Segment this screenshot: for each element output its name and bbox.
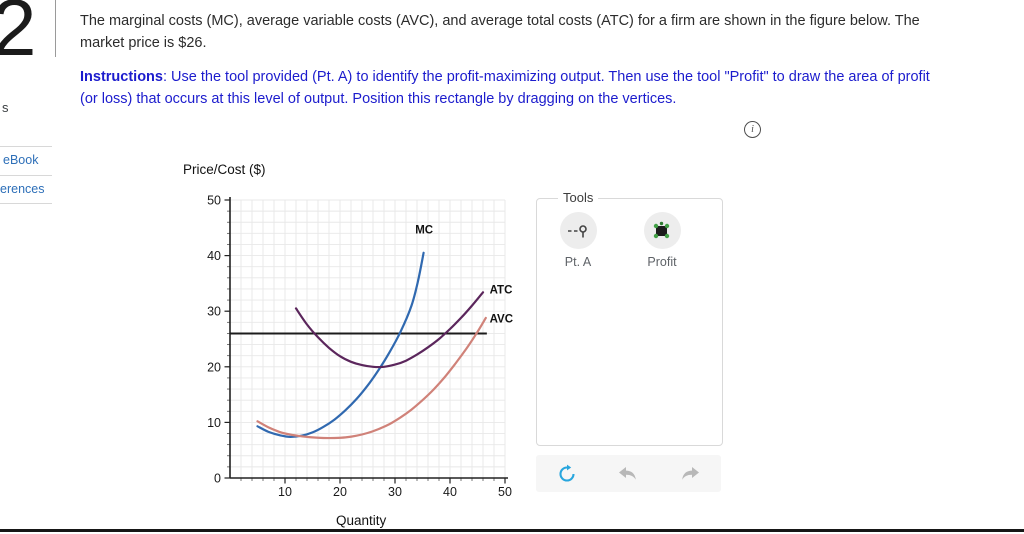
instructions-line-1: Instructions: Use the tool provided (Pt.…	[80, 69, 930, 85]
tool-point-a[interactable]: Pt. A	[551, 212, 605, 269]
svg-text:50: 50	[207, 194, 221, 208]
sidebar-item-references[interactable]: erences	[0, 182, 45, 196]
svg-text:AVC: AVC	[490, 313, 513, 325]
sidebar-divider	[0, 203, 52, 204]
tools-panel: Tools Pt. A Profit	[536, 190, 723, 446]
svg-text:ATC: ATC	[490, 284, 513, 296]
redo-button[interactable]	[675, 461, 705, 487]
graph-canvas[interactable]: 10 20 30 40 50 0 10 20 30 40 50 MC ATC AVC	[165, 150, 525, 530]
question-text-line-2: market price is $26.	[80, 34, 207, 51]
question-text: The marginal costs (MC), average variabl…	[80, 11, 1020, 54]
info-icon[interactable]: i	[744, 121, 761, 138]
svg-text:10: 10	[207, 416, 221, 430]
question-number-divider	[55, 0, 56, 57]
instructions-line-2: (or loss) that occurs at this level of o…	[80, 90, 677, 107]
undo-icon	[619, 467, 637, 480]
profit-rect-tool-icon[interactable]	[643, 212, 681, 249]
undo-button[interactable]	[613, 461, 643, 487]
instructions-text: Instructions: Use the tool provided (Pt.…	[80, 67, 1020, 110]
redo-icon	[682, 467, 700, 480]
sidebar-divider	[0, 175, 52, 176]
y-axis-title: Price/Cost ($)	[183, 162, 266, 177]
svg-text:0: 0	[214, 472, 221, 486]
svg-text:40: 40	[207, 249, 221, 263]
question-text-line-1: The marginal costs (MC), average variabl…	[80, 13, 920, 29]
bottom-divider	[0, 529, 1024, 532]
svg-text:30: 30	[207, 305, 221, 319]
point-tool-icon[interactable]	[559, 212, 597, 249]
svg-text:10: 10	[278, 485, 292, 499]
tools-panel-title: Tools	[558, 190, 599, 205]
question-number: 2	[0, 0, 37, 72]
reset-button[interactable]	[552, 461, 582, 487]
x-axis-title: Quantity	[336, 513, 387, 528]
svg-text:20: 20	[207, 360, 221, 374]
tool-profit-label: Profit	[647, 255, 677, 269]
sidebar-item-fragment: s	[2, 100, 9, 115]
sidebar-divider	[0, 146, 52, 147]
svg-text:30: 30	[388, 485, 402, 499]
tool-point-a-label: Pt. A	[564, 255, 592, 269]
tool-profit[interactable]: Profit	[635, 212, 689, 269]
svg-text:MC: MC	[415, 224, 433, 236]
instructions-label: Instructions	[80, 69, 163, 85]
svg-text:20: 20	[333, 485, 347, 499]
reset-icon	[559, 464, 575, 482]
graph-action-toolbar	[536, 455, 721, 492]
svg-text:50: 50	[498, 485, 512, 499]
sidebar-item-ebook[interactable]: eBook	[3, 153, 39, 167]
svg-text:40: 40	[443, 485, 457, 499]
